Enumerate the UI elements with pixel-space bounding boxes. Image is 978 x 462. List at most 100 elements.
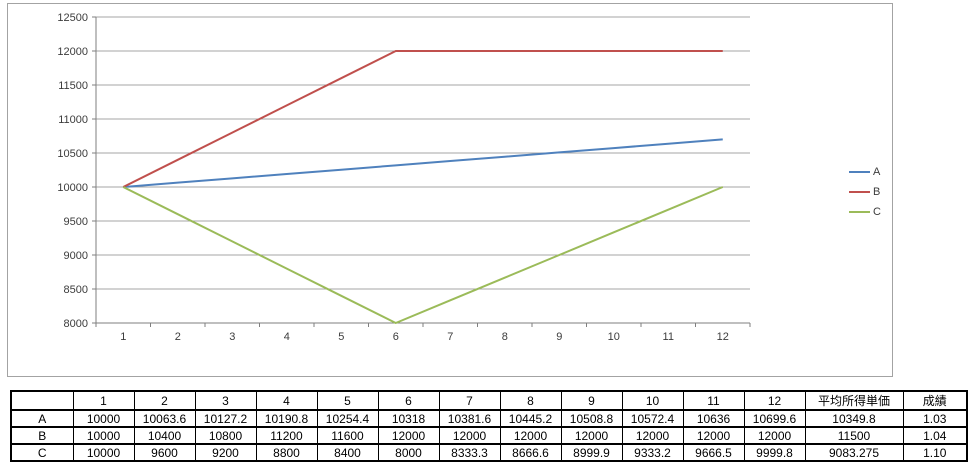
table-cell[interactable]: 10318 bbox=[377, 409, 440, 428]
table-cell[interactable]: 1.03 bbox=[902, 409, 968, 428]
table-header-cell[interactable]: 2 bbox=[133, 390, 196, 411]
table-header-cell[interactable]: 11 bbox=[682, 390, 745, 411]
y-tick-label: 12500 bbox=[57, 12, 88, 24]
y-tick-label: 8000 bbox=[64, 318, 88, 330]
legend-label: A bbox=[873, 165, 881, 178]
table-cell[interactable]: 10000 bbox=[72, 409, 135, 428]
table-body: A 10000 10063.6 10127.2 10190.8 10254.4 10318 1… bbox=[10, 409, 968, 462]
table-cell[interactable]: 9083.275 bbox=[804, 443, 904, 462]
table-header-cell[interactable]: 7 bbox=[438, 390, 501, 411]
table-header-cell[interactable]: 12 bbox=[743, 390, 806, 411]
y-tick-label: 8500 bbox=[64, 284, 88, 296]
table-header-cell[interactable]: 8 bbox=[499, 390, 562, 411]
legend-swatch bbox=[849, 191, 870, 193]
table-header-cell[interactable]: 9 bbox=[560, 390, 623, 411]
table-cell[interactable]: 9333.2 bbox=[621, 443, 684, 462]
table-cell[interactable]: 12000 bbox=[560, 426, 623, 445]
x-tick-label: 1 bbox=[120, 331, 126, 343]
chart[interactable]: 8000 8500 9000 9500 10000 10500 11000 11500 1200… bbox=[7, 3, 893, 377]
table-row-label[interactable]: C bbox=[10, 443, 74, 462]
table-cell[interactable]: 10000 bbox=[72, 443, 135, 462]
y-tick-label: 10000 bbox=[57, 182, 88, 194]
table-row-label[interactable]: B bbox=[10, 426, 74, 445]
table-header-cell[interactable] bbox=[10, 390, 74, 411]
table-cell[interactable]: 9200 bbox=[194, 443, 257, 462]
chart-svg: 8000 8500 9000 9500 10000 10500 11000 11500 1200… bbox=[57, 12, 751, 343]
table-cell[interactable]: 9999.8 bbox=[743, 443, 806, 462]
table-cell[interactable]: 1.10 bbox=[902, 443, 968, 462]
x-tick-label: 9 bbox=[556, 331, 562, 343]
table-cell[interactable]: 8666.6 bbox=[499, 443, 562, 462]
table-cell[interactable]: 12000 bbox=[682, 426, 745, 445]
table-cell[interactable]: 1.04 bbox=[902, 426, 968, 445]
table-cell[interactable]: 10699.6 bbox=[743, 409, 806, 428]
table-cell[interactable]: 12000 bbox=[621, 426, 684, 445]
table-row-label[interactable]: A bbox=[10, 409, 74, 428]
table-cell[interactable]: 10572.4 bbox=[621, 409, 684, 428]
table-cell[interactable]: 9600 bbox=[133, 443, 196, 462]
table-cell[interactable]: 8000 bbox=[377, 443, 440, 462]
table-cell[interactable]: 10000 bbox=[72, 426, 135, 445]
series-line-C[interactable] bbox=[122, 186, 724, 324]
table-header-cell[interactable]: 成績 bbox=[902, 390, 968, 411]
table-cell[interactable]: 10254.4 bbox=[316, 409, 379, 428]
table-cell[interactable]: 10445.2 bbox=[499, 409, 562, 428]
table-cell[interactable]: 8333.3 bbox=[438, 443, 501, 462]
table-cell[interactable]: 10400 bbox=[133, 426, 196, 445]
legend-swatch bbox=[849, 211, 870, 213]
table-cell[interactable]: 8400 bbox=[316, 443, 379, 462]
x-tick-label: 7 bbox=[447, 331, 453, 343]
table-cell[interactable]: 8800 bbox=[255, 443, 318, 462]
series-line-A[interactable] bbox=[123, 138, 723, 188]
table-cell[interactable]: 8999.9 bbox=[560, 443, 623, 462]
legend-label: C bbox=[873, 205, 881, 218]
table-cell[interactable]: 12000 bbox=[377, 426, 440, 445]
x-tick-label: 5 bbox=[338, 331, 344, 343]
y-tick-label: 11000 bbox=[58, 114, 88, 126]
table-cell[interactable]: 10127.2 bbox=[194, 409, 257, 428]
legend-item-C[interactable]: C bbox=[849, 202, 881, 222]
table-cell[interactable]: 11600 bbox=[316, 426, 379, 445]
y-tick-label: 12000 bbox=[57, 46, 88, 58]
table-row: A 10000 10063.6 10127.2 10190.8 10254.4 10318 1… bbox=[10, 409, 968, 428]
table-cell[interactable]: 12000 bbox=[499, 426, 562, 445]
legend-item-B[interactable]: B bbox=[849, 182, 881, 202]
x-tick-label: 8 bbox=[502, 331, 508, 343]
table-row: B 10000 10400 10800 11200 11600 12000 12000 1200… bbox=[10, 426, 968, 445]
table-cell[interactable]: 10190.8 bbox=[255, 409, 318, 428]
series-line-B[interactable] bbox=[122, 50, 723, 188]
table-cell[interactable]: 11500 bbox=[804, 426, 904, 445]
x-tick-label: 10 bbox=[608, 331, 620, 343]
table-cell[interactable]: 10800 bbox=[194, 426, 257, 445]
x-tick-label: 6 bbox=[393, 331, 399, 343]
table-cell[interactable]: 9666.5 bbox=[682, 443, 745, 462]
y-tick-label: 9000 bbox=[64, 250, 88, 262]
table-header-cell[interactable]: 3 bbox=[194, 390, 257, 411]
table-cell[interactable]: 10381.6 bbox=[438, 409, 501, 428]
y-tick-label: 9500 bbox=[64, 216, 88, 228]
x-tick-label: 11 bbox=[663, 331, 674, 343]
table-cell[interactable]: 10508.8 bbox=[560, 409, 623, 428]
table-header-cell[interactable]: 1 bbox=[72, 390, 135, 411]
table-header-cell[interactable]: 5 bbox=[316, 390, 379, 411]
table-header-cell[interactable]: 6 bbox=[377, 390, 440, 411]
table-cell[interactable]: 12000 bbox=[743, 426, 806, 445]
table-header-cell[interactable]: 10 bbox=[621, 390, 684, 411]
legend-label: B bbox=[873, 185, 881, 198]
table-cell[interactable]: 12000 bbox=[438, 426, 501, 445]
table-cell[interactable]: 11200 bbox=[255, 426, 318, 445]
table-cell[interactable]: 10349.8 bbox=[804, 409, 904, 428]
x-tick-label: 3 bbox=[229, 331, 235, 343]
table-header-cell[interactable]: 4 bbox=[255, 390, 318, 411]
table-header-cell[interactable]: 平均所得単価 bbox=[804, 390, 904, 411]
table-cell[interactable]: 10063.6 bbox=[133, 409, 196, 428]
table-row: C 10000 9600 9200 8800 8400 8000 8333.3 8666.6 89… bbox=[10, 443, 968, 462]
table-cell[interactable]: 10636 bbox=[682, 409, 745, 428]
legend-item-A[interactable]: A bbox=[849, 162, 881, 182]
table-head: 1 2 3 4 5 6 7 8 9 10 11 12 平均所得単価 成績 bbox=[10, 390, 968, 411]
table-header-row: 1 2 3 4 5 6 7 8 9 10 11 12 平均所得単価 成績 bbox=[10, 390, 968, 411]
y-tick-label: 10500 bbox=[57, 148, 88, 160]
x-tick-label: 12 bbox=[717, 331, 729, 343]
